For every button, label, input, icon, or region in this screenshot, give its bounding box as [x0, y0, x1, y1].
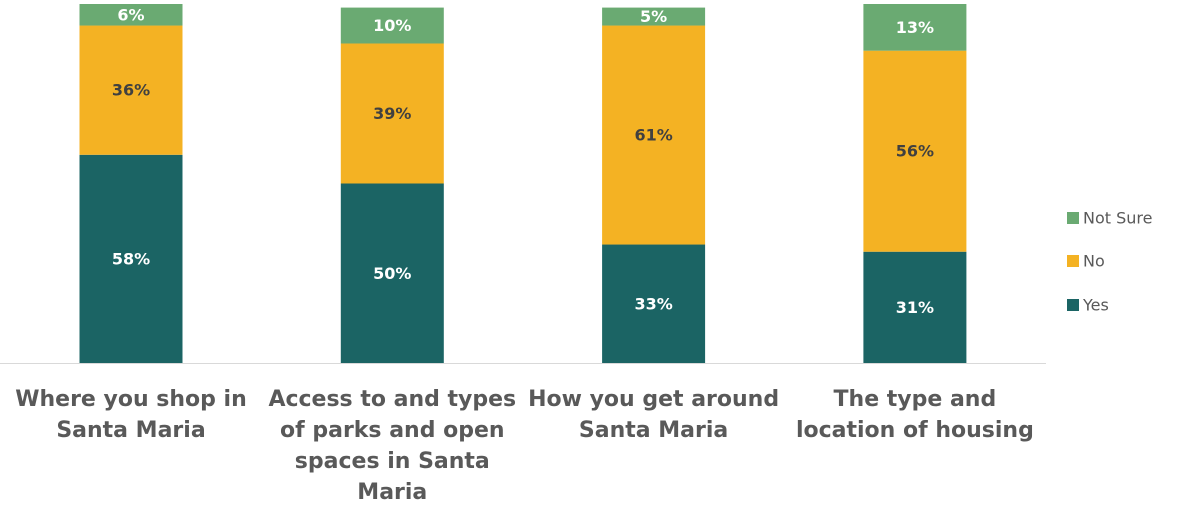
bar-segment [602, 244, 706, 363]
data-label: 50% [373, 264, 411, 283]
category-label: The type and location of housing [795, 387, 1034, 443]
bar-segment [79, 4, 183, 26]
legend-label: Yes [1082, 296, 1109, 315]
legend-label: No [1083, 252, 1105, 271]
bar-segment [79, 154, 183, 363]
bar-segment [863, 251, 967, 363]
bar-segment [340, 183, 444, 363]
data-label: 6% [117, 5, 144, 24]
bar-segment [340, 43, 444, 184]
legend-label: Not Sure [1083, 209, 1152, 228]
data-label: 33% [634, 294, 672, 313]
category-label: Where you shop in Santa Maria [15, 387, 247, 443]
data-label: 13% [896, 18, 934, 37]
bar-segment [602, 25, 706, 245]
bar-segment [79, 25, 183, 155]
data-label: 56% [896, 142, 934, 161]
data-label: 36% [112, 81, 150, 100]
bar-segment [340, 7, 444, 44]
data-label: 61% [634, 126, 672, 145]
data-label: 10% [373, 16, 411, 35]
bar-segment [602, 7, 706, 26]
data-label: 5% [640, 7, 667, 26]
data-label: 31% [896, 298, 934, 317]
category-label: How you get around Santa Maria [528, 387, 780, 443]
category-label: Access to and types of parks and open sp… [268, 387, 517, 505]
bar-segment [863, 50, 967, 252]
data-label: 58% [112, 249, 150, 268]
legend-swatch [1067, 212, 1079, 224]
legend-swatch [1067, 255, 1079, 267]
bar-segment [863, 4, 967, 51]
legend-swatch [1067, 299, 1079, 311]
data-label: 39% [373, 104, 411, 123]
